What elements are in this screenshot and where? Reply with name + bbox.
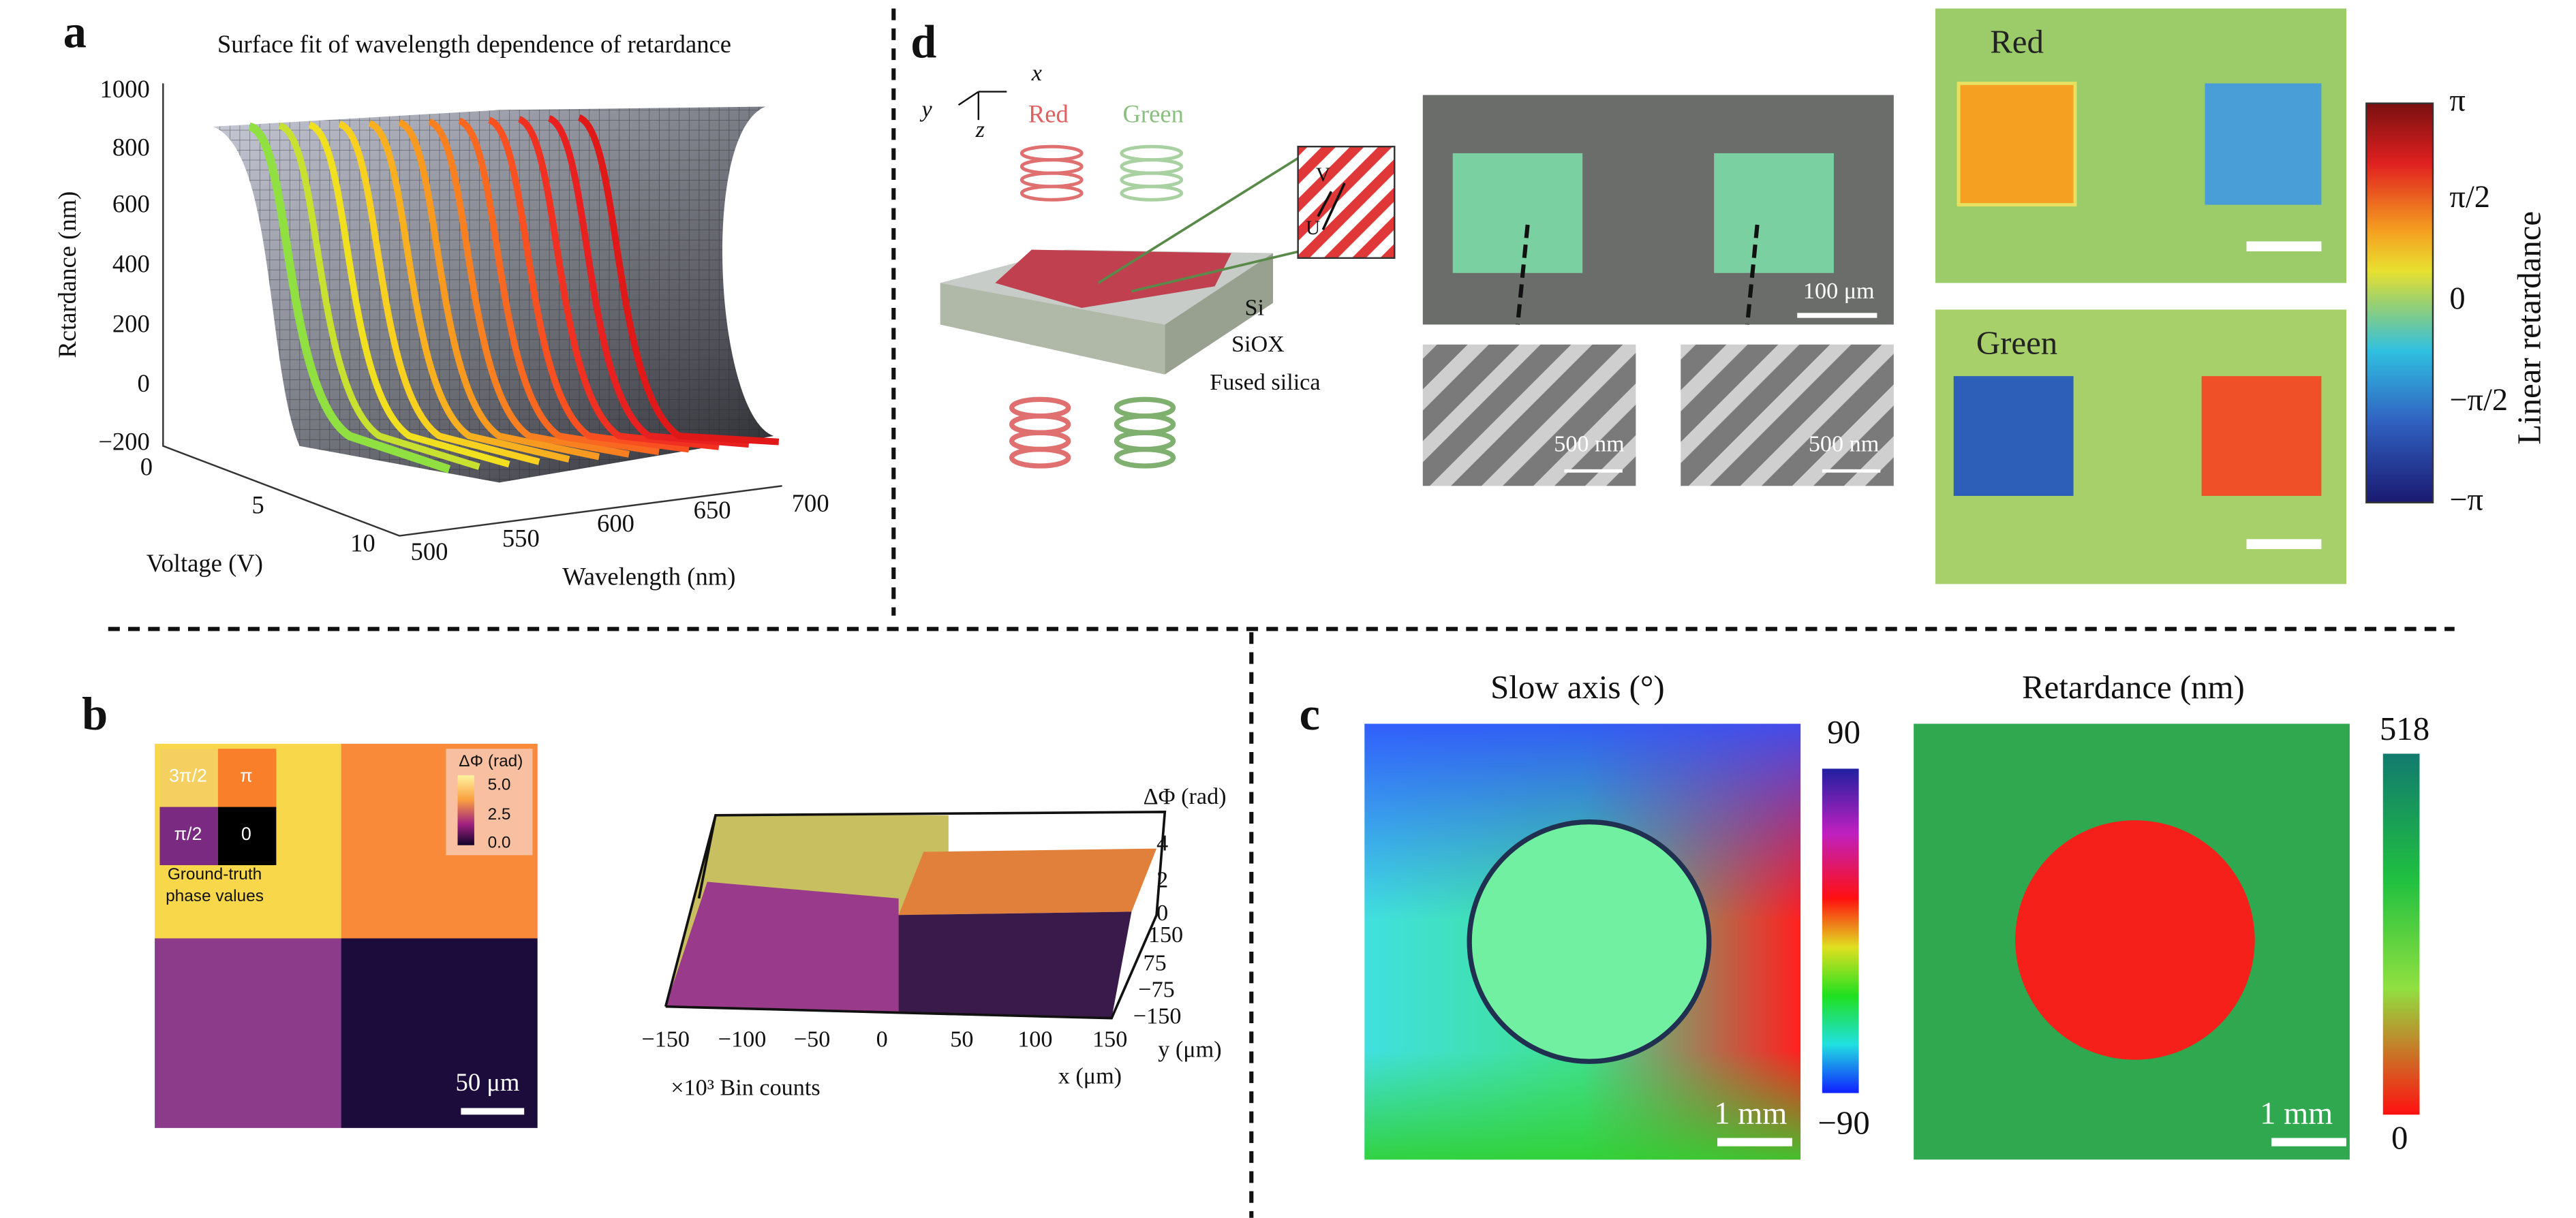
fit-curve (487, 116, 690, 453)
plot-title: Surface fit of wavelength dependence of … (217, 30, 731, 58)
axis-x: x (1031, 61, 1042, 86)
voltage-tick-label: 10 (350, 529, 375, 557)
fit-curve (517, 116, 720, 450)
separators (108, 8, 2455, 1218)
z-tick-label: −200 (98, 428, 150, 456)
y-tick-label: 75 (1144, 950, 1167, 975)
fit-curve (577, 114, 780, 446)
x-tick-label: 0 (876, 1027, 888, 1052)
fit-curve (368, 120, 570, 463)
x-tick-label: −100 (718, 1027, 767, 1052)
map-title: Red (1990, 22, 2044, 60)
z-tick-label: 0 (137, 369, 149, 397)
colorbar-tick-label: 2.5 (488, 805, 511, 824)
x-axis-label: x (μm) (1058, 1063, 1122, 1089)
wavelength-tick-label: 550 (502, 524, 540, 552)
x-tick-label: −50 (794, 1027, 830, 1052)
phase-maps (155, 743, 1167, 1128)
colorbar-tick-label: 5.0 (488, 775, 511, 794)
optic-axis-label: U (1306, 217, 1320, 239)
y-axis-label: y (μm) (1158, 1037, 1221, 1062)
voltage-tick-label: 5 (251, 490, 264, 518)
colorbar-tick-label: 0.0 (488, 834, 511, 852)
x-tick-label: 150 (1092, 1027, 1127, 1052)
colorbar-tick-label: 0 (2449, 281, 2465, 316)
layer-label: Si (1245, 295, 1265, 320)
colorbar-tick-label: −π (2449, 482, 2483, 517)
beam-label: Red (1028, 100, 1069, 128)
panel-label: b (82, 688, 108, 740)
beam-label: Green (1122, 100, 1183, 128)
y-tick-label: 150 (1148, 922, 1183, 948)
x-tick-label: 50 (950, 1027, 973, 1052)
wavelength-tick-label: 500 (411, 537, 448, 565)
colorbar-title: ΔΦ (rad) (459, 752, 523, 770)
bin-count-note: ×10³ Bin counts (671, 1076, 820, 1101)
colorbar-tick-label: π/2 (2449, 180, 2490, 215)
layer-label: Fused silica (1210, 370, 1320, 395)
fit-curve (547, 115, 750, 448)
z-tick-label: 200 (112, 309, 150, 337)
map-title: Retardance (nm) (2022, 668, 2245, 706)
colorbar-tick-label: π (2449, 83, 2465, 118)
wavelength-tick-label: 700 (792, 489, 829, 517)
phase-label: π/2 (174, 824, 202, 844)
colorbar-min: 0 (2391, 1119, 2408, 1157)
z-tick-label: 800 (112, 133, 150, 161)
z-tick-label: 400 (112, 249, 150, 277)
axis-y: y (920, 97, 933, 123)
scale-label: 50 μm (456, 1068, 520, 1096)
x-tick-label: −150 (641, 1027, 690, 1052)
scale-label: 500 nm (1809, 432, 1880, 457)
polarimetry-maps (1364, 723, 2420, 1160)
fit-curve (248, 122, 451, 473)
fit-curve (308, 121, 510, 468)
x-tick-label: 100 (1017, 1027, 1052, 1052)
wavelength-tick-label: 600 (597, 509, 634, 537)
scale-label: 500 nm (1554, 432, 1625, 457)
panel-label: d (910, 16, 936, 67)
layer-label: SiOX (1231, 332, 1285, 357)
phase-label: 3π/2 (169, 766, 207, 786)
voltage-tick-label: 0 (140, 452, 153, 480)
z-tick-label: 4 (1156, 831, 1168, 856)
z-tick-label: 0 (1156, 901, 1168, 926)
fit-curve (457, 117, 660, 456)
colorbar-max: 90 (1827, 713, 1860, 751)
wavelength-tick-label: 650 (694, 496, 731, 524)
fit-curve (278, 122, 480, 470)
voltage-axis-label: Voltage (V) (147, 549, 263, 577)
phase-label: π (240, 766, 253, 786)
z-axis-label: Rctardance (nm) (53, 191, 81, 358)
fit-curve (338, 121, 540, 465)
z-axis-label: ΔΦ (rad) (1144, 784, 1227, 809)
wavelength-axis-label: Wavelength (nm) (562, 562, 735, 590)
fit-curve (397, 119, 600, 460)
phase-label: 0 (241, 824, 251, 844)
map-title: Slow axis (°) (1490, 668, 1665, 706)
scale-label: 1 mm (1714, 1096, 1787, 1131)
colorbar-min: −90 (1818, 1104, 1869, 1142)
panel-label: a (63, 6, 87, 58)
optic-axis-label: V (1316, 164, 1330, 186)
z-tick-label: 1000 (100, 75, 150, 103)
fit-curve (427, 118, 630, 458)
z-tick-label: 600 (112, 189, 150, 217)
inset-caption: phase values (166, 887, 264, 905)
y-tick-label: −150 (1133, 1004, 1182, 1029)
inset-caption: Ground-truth (168, 865, 262, 884)
scale-label: 100 μm (1803, 279, 1875, 304)
z-tick-label: 2 (1156, 867, 1168, 892)
colorbar-label: Linear retardance (2511, 211, 2548, 445)
y-tick-label: −75 (1138, 977, 1174, 1002)
surface-plot (162, 83, 782, 537)
map-title: Green (1976, 324, 2057, 361)
device-schematic (940, 8, 2434, 584)
panel-label: c (1300, 688, 1320, 740)
colorbar-tick-label: −π/2 (2449, 383, 2508, 418)
axis-z: z (975, 117, 985, 142)
colorbar-max: 518 (2380, 710, 2429, 747)
scale-label: 1 mm (2260, 1096, 2333, 1131)
